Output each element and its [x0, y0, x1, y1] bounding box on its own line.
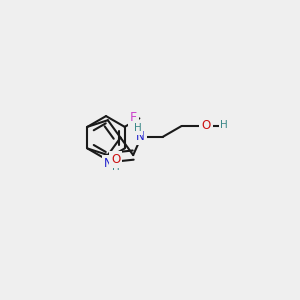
Text: O: O [202, 119, 211, 132]
Text: N: N [104, 157, 113, 170]
Text: O: O [111, 153, 120, 166]
Text: H: H [112, 162, 119, 172]
Text: H: H [134, 123, 141, 133]
Text: F: F [130, 111, 137, 124]
Text: H: H [220, 120, 228, 130]
Text: N: N [136, 130, 145, 143]
